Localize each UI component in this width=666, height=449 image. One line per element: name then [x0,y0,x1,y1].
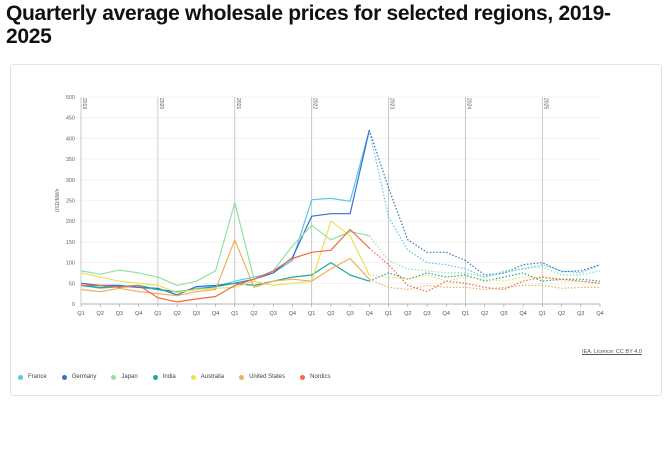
year-label: 2025 [542,98,548,109]
legend-label: Australia [200,374,225,380]
legend-swatch [152,374,158,380]
year-label: 2022 [312,98,318,109]
legend-swatch [111,374,117,380]
page-title: Quarterly average wholesale prices for s… [6,2,611,48]
y-tick-label: 150 [66,240,75,246]
x-tick-label: Q2 [558,311,565,317]
y-axis-label: USD/MWh [55,188,61,212]
legend-swatch [61,374,67,380]
x-tick-label: Q3 [116,311,123,317]
y-tick-label: 500 [66,95,75,101]
y-tick-label: 50 [69,281,75,287]
x-tick-label: Q4 [596,311,603,317]
legend-label: Japan [121,374,138,380]
series-forecast-france [368,129,601,278]
y-tick-label: 0 [72,302,75,308]
legend-item[interactable]: Japan [111,374,138,380]
legend-label: France [28,374,47,380]
x-tick-label: Q4 [135,311,142,317]
legend-swatch [239,374,245,380]
series-forecast-australia [369,274,601,284]
chart-card [10,64,662,396]
x-tick-label: Q1 [77,311,84,317]
series-line-japan [80,202,370,286]
legend-swatch [190,374,196,380]
x-tick-label: Q2 [173,311,180,317]
y-tick-label: 100 [66,261,75,267]
x-tick-label: Q4 [366,311,373,317]
legend-item[interactable]: United States [239,374,285,380]
y-tick-label: 350 [66,157,75,163]
y-tick-label: 300 [66,178,75,184]
x-tick-label: Q2 [250,311,257,317]
year-label: 2019 [81,98,87,109]
series-forecast-germany [368,129,601,276]
x-tick-label: Q3 [270,311,277,317]
x-tick-label: Q3 [193,311,200,317]
x-tick-label: Q3 [577,311,584,317]
legend-item[interactable]: France [18,374,47,380]
chart-legend: France Germany Japan India Australia United S… [18,371,345,383]
year-label: 2023 [389,98,395,109]
legend-item[interactable]: Germany [61,374,97,380]
x-tick-label: Q1 [462,311,469,317]
year-label: 2024 [465,98,471,109]
series-line-united-states [80,239,370,297]
legend-swatch [300,374,306,380]
series-forecast-nordics [368,247,601,293]
y-tick-label: 400 [66,136,75,142]
series-line-germany [80,129,370,296]
legend-label: Nordics [310,374,331,380]
x-tick-label: Q4 [212,311,219,317]
legend-item[interactable]: Nordics [300,374,330,380]
series-forecast-united-states [369,278,600,291]
series-line-australia [80,220,370,293]
x-tick-label: Q2 [481,311,488,317]
legend-item[interactable]: Australia [190,374,225,380]
y-tick-label: 200 [66,219,75,225]
x-tick-label: Q1 [231,311,238,317]
x-tick-label: Q2 [327,311,334,317]
x-tick-label: Q2 [404,311,411,317]
x-tick-label: Q1 [154,311,161,317]
legend-label: Germany [71,374,97,380]
x-tick-label: Q4 [443,311,450,317]
x-tick-label: Q1 [308,311,315,317]
y-tick-label: 450 [66,116,75,122]
legend-item[interactable]: India [152,374,176,380]
legend-label: United States [249,374,286,380]
series-forecast-japan [368,235,601,278]
x-tick-label: Q4 [519,311,526,317]
x-tick-label: Q1 [539,311,546,317]
x-tick-label: Q1 [385,311,392,317]
x-tick-label: Q3 [423,311,430,317]
x-tick-label: Q3 [500,311,507,317]
year-label: 2021 [235,98,241,109]
y-tick-label: 250 [66,199,75,205]
legend-label: India [162,374,176,380]
year-label: 2020 [158,98,164,109]
x-tick-label: Q3 [346,311,353,317]
series-line-france [80,129,370,293]
legend-swatch [18,374,23,380]
x-tick-label: Q4 [289,311,296,317]
series-line-nordics [81,228,370,303]
x-tick-label: Q2 [97,311,104,317]
source-link[interactable]: IEA. Licence: CC BY 4.0 [582,349,642,355]
